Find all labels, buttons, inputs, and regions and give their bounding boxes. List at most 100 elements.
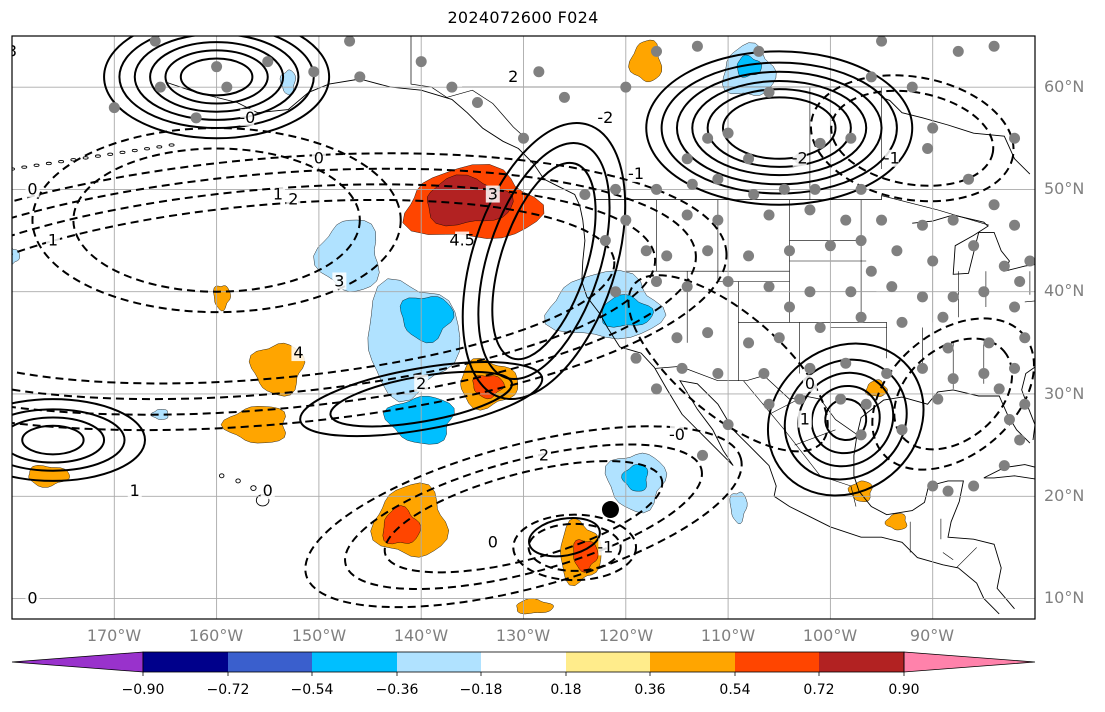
island [33, 163, 40, 167]
island [82, 156, 89, 160]
station-marker [702, 132, 714, 144]
station-marker [1003, 414, 1015, 426]
contour-label: 2 [416, 374, 426, 393]
station-marker [211, 61, 223, 73]
station-marker [845, 132, 857, 144]
station-marker [968, 480, 980, 492]
anomaly-region [313, 219, 380, 293]
station-marker [691, 40, 703, 52]
negative-contour [527, 522, 622, 572]
contour-label-bg [598, 538, 613, 556]
graticule [12, 36, 1035, 619]
station-marker [998, 260, 1010, 272]
station-marker [650, 383, 662, 395]
colorbar-tick-label: 0.36 [634, 682, 666, 698]
colorbar-tick-label: −0.36 [375, 682, 419, 698]
contour-label: 1 [800, 410, 810, 429]
contour-label-bg [311, 149, 326, 167]
station-marker [1014, 434, 1026, 446]
station-marker [108, 102, 120, 114]
contour-label-bg [45, 231, 60, 249]
station-marker [906, 81, 918, 93]
anomaly-region [399, 296, 455, 344]
contour-label: -1 [597, 537, 613, 556]
station-marker [620, 214, 632, 226]
station-marker [778, 183, 790, 195]
station-marker [773, 332, 785, 344]
positive-contour [103, 36, 331, 140]
station-marker [927, 480, 939, 492]
anomaly-region [729, 491, 748, 525]
contour-label-bg [291, 344, 306, 362]
contour-label-bg [485, 533, 500, 551]
station-marker [1009, 219, 1021, 231]
station-marker [865, 71, 877, 83]
negative-contour [12, 152, 728, 432]
negative-contour [344, 443, 703, 590]
contour-label-bg [669, 425, 684, 443]
station-marker [579, 189, 591, 201]
station-marker [886, 281, 898, 293]
station-marker [620, 81, 632, 93]
contour-label: 1 [273, 185, 283, 204]
station-marker [743, 250, 755, 262]
station-marker [804, 204, 816, 216]
station-marker [855, 235, 867, 247]
station-marker [1014, 275, 1026, 287]
anomaly-region [248, 342, 306, 397]
colorbar-tick-label: 0.90 [888, 682, 920, 698]
station-marker [937, 311, 949, 323]
station-marker [916, 219, 928, 231]
station-marker [763, 398, 775, 410]
station-marker [650, 45, 662, 57]
station-marker [993, 383, 1005, 395]
positive-contour [645, 50, 914, 206]
station-marker [558, 91, 570, 103]
station-marker [814, 137, 826, 149]
contour-label-bg [598, 108, 613, 126]
negative-contour [12, 198, 616, 385]
positive-contour [21, 424, 85, 456]
station-marker [599, 235, 611, 247]
station-marker [814, 322, 826, 333]
station-marker [952, 45, 964, 57]
colorbar-tick-label: 0.72 [803, 682, 835, 698]
contour-label-bg [25, 589, 40, 607]
station-marker [891, 245, 903, 257]
colorbar-tick-label: 0.54 [719, 682, 751, 698]
station-marker [190, 112, 202, 124]
station-marker [876, 214, 888, 226]
station-marker [942, 342, 954, 354]
contour-label: 0 [27, 589, 37, 608]
positive-contour [721, 96, 837, 160]
station-marker [922, 143, 934, 155]
station-marker [676, 362, 688, 374]
station-marker [835, 393, 847, 405]
negative-contour [627, 274, 829, 453]
colorbar-tick-label: 0.18 [550, 682, 582, 698]
station-marker [896, 316, 908, 328]
contour-label: 0 [314, 149, 324, 168]
lon-label: 160°W [188, 626, 244, 645]
contour-label-bg [25, 180, 40, 198]
station-marker [932, 393, 944, 405]
contour-label-bg [884, 149, 899, 167]
island [156, 145, 163, 149]
contour-label: -1 [884, 149, 900, 168]
station-marker [855, 183, 867, 195]
lon-label: 100°W [802, 626, 858, 645]
lon-label: 130°W [495, 626, 551, 645]
station-marker [702, 245, 714, 257]
station-marker [702, 327, 714, 339]
negative-contour [12, 183, 657, 401]
colorbar-tick-label: −0.90 [121, 682, 165, 698]
coastline [955, 547, 977, 569]
positive-contour [660, 61, 898, 195]
station-marker [149, 36, 161, 47]
anomaly-region [865, 379, 888, 397]
station-marker [650, 183, 662, 195]
colorbar-tick-label: −0.18 [459, 682, 503, 698]
contour-label: -0 [669, 425, 685, 444]
station-marker [927, 255, 939, 267]
positive-contour [12, 416, 106, 464]
